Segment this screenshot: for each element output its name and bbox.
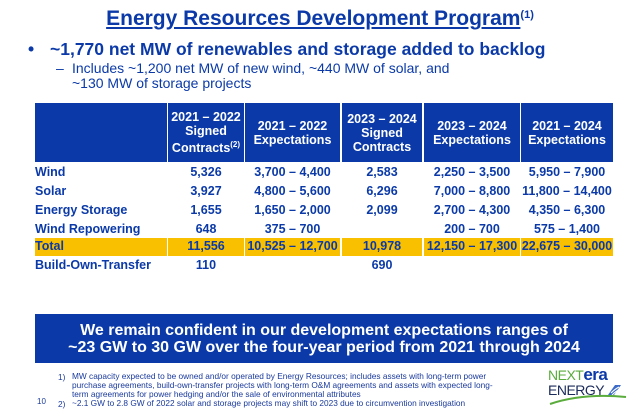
title-footnote-ref: (1) <box>520 9 534 21</box>
header-2021-2022-expectations: 2021 – 2022 Expectations <box>245 103 340 162</box>
confidence-banner: We remain confident in our development e… <box>35 314 613 363</box>
page-number: 10 <box>37 397 46 406</box>
total-row-highlight <box>245 238 340 256</box>
table-cell: 2,099 <box>366 203 398 217</box>
total-row-highlight <box>342 238 422 256</box>
header-line: Signed <box>361 125 403 140</box>
bullet-marker: • <box>28 39 35 59</box>
footnote-line: ~2.1 GW to 2.8 GW of 2022 solar and stor… <box>72 398 466 408</box>
sub-bullet-line1: Includes ~1,200 net MW of new wind, ~440… <box>72 60 450 76</box>
table-cell: 2,250 – 3,500 <box>433 165 511 179</box>
header-line: Expectations <box>433 132 511 147</box>
table-cell: 110 <box>195 258 217 272</box>
row-label: Wind <box>35 165 66 179</box>
footnote-ref-2: (2) <box>230 139 241 149</box>
logo-next: NEXT <box>548 367 584 383</box>
logo-era: era <box>583 365 608 384</box>
main-bullet-text: ~1,770 net MW of renewables and storage … <box>50 39 546 59</box>
header-2023-2024-signed: 2023 – 2024 Signed Contracts <box>342 103 422 162</box>
footnote-line: purchase agreements, build-own-transfer … <box>72 380 493 390</box>
table-cell: 7,000 – 8,800 <box>433 184 511 198</box>
main-bullet: • ~1,770 net MW of renewables and storage… <box>28 39 545 60</box>
table-cell: 575 – 1,400 <box>533 222 601 236</box>
header-line: Expectations <box>253 132 332 147</box>
header-line: 2023 – 2024 <box>347 111 417 126</box>
header-2023-2024-expectations: 2023 – 2024 Expectations <box>424 103 520 162</box>
header-line: Contracts <box>171 141 231 156</box>
nextera-energy-logo: NEXTera ENERGY <box>548 365 628 405</box>
logo-next-text: NEXTera <box>548 365 608 385</box>
header-line: 2021 – 2022 <box>171 109 241 124</box>
slide-title-text: Energy Resources Development Program <box>106 7 521 30</box>
table-cell: 690 <box>371 258 393 272</box>
table-cell: 6,296 <box>366 184 398 198</box>
sub-bullet-line2: ~130 MW of storage projects <box>72 75 252 91</box>
header-blank-cell <box>35 103 167 162</box>
header-line: Contracts <box>352 139 412 154</box>
footnote-1-number: 1) <box>58 372 66 382</box>
sub-bullet: – Includes ~1,200 net MW of new wind, ~44… <box>56 61 449 91</box>
total-row-highlight <box>168 238 244 256</box>
footnote-line: term agreements for power hedging and/or… <box>72 389 361 399</box>
table-cell: 1,655 <box>190 203 222 217</box>
row-label: Solar <box>35 184 67 198</box>
row-label: Energy Storage <box>35 203 128 217</box>
table-cell: 3,700 – 4,400 <box>254 165 331 179</box>
header-line: 2021 – 2024 <box>532 118 602 133</box>
table-cell: 22,675 – 30,000 <box>521 239 613 253</box>
table-cell: 3,927 <box>190 184 222 198</box>
banner-line1: We remain confident in our development e… <box>80 321 568 339</box>
header-2021-2022-signed: 2021 – 2022 Signed Contracts(2) <box>168 103 244 162</box>
slide-title: Energy Resources Development Program(1) <box>0 7 640 31</box>
table-cell: 4,800 – 5,600 <box>254 184 331 198</box>
header-line: Signed <box>185 123 227 138</box>
row-label: Wind Repowering <box>35 222 141 236</box>
table-cell: 375 – 700 <box>264 222 321 236</box>
footnote-2: ~2.1 GW to 2.8 GW of 2022 solar and stor… <box>72 399 465 408</box>
footnote-2-number: 2) <box>58 399 66 409</box>
header-line: Expectations <box>528 132 606 147</box>
table-cell: 12,150 – 17,300 <box>426 239 518 253</box>
table-cell: 11,800 – 14,400 <box>522 184 612 198</box>
table-cell: 11,556 <box>187 239 225 253</box>
footnote-line: MW capacity expected to be owned and/or … <box>72 371 487 381</box>
logo-arc-icon <box>549 394 627 405</box>
row-label: Total <box>35 239 64 253</box>
table-cell: 10,525 – 12,700 <box>247 239 338 253</box>
footnote-1: MW capacity expected to be owned and/or … <box>72 372 493 399</box>
table-cell: 4,350 – 6,300 <box>528 203 606 217</box>
total-row-highlight <box>424 238 520 256</box>
dash-marker: – <box>56 60 64 76</box>
table-cell: 1,650 – 2,000 <box>254 203 331 217</box>
table-cell: 10,978 <box>362 239 402 253</box>
logo-swirl-icon <box>608 385 621 396</box>
banner-line2: ~23 GW to 30 GW over the four-year perio… <box>68 338 580 356</box>
table-cell: 2,700 – 4,300 <box>433 203 511 217</box>
header-line: 2021 – 2022 <box>257 118 328 133</box>
total-row-highlight <box>35 238 167 256</box>
table-cell: 648 <box>195 222 217 236</box>
row-label: Build-Own-Transfer <box>35 258 151 272</box>
table-cell: 2,583 <box>366 165 398 179</box>
table-cell: 5,950 – 7,900 <box>528 165 606 179</box>
table-cell: 5,326 <box>190 165 222 179</box>
table-cell: 200 – 700 <box>444 222 500 236</box>
total-row-highlight <box>521 238 613 256</box>
logo-energy-text: ENERGY <box>548 382 605 398</box>
header-2021-2024-expectations: 2021 – 2024 Expectations <box>521 103 613 162</box>
header-line: 2023 – 2024 <box>437 118 507 133</box>
